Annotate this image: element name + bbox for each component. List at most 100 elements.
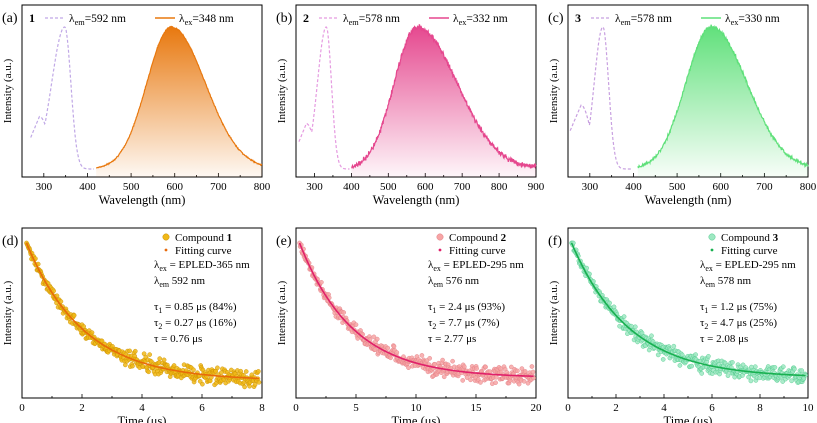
x-tick-label: 300 (36, 181, 53, 193)
annotation-4: τ2 = 7.7 μs (7%) (428, 317, 500, 331)
panel-label: (b) (276, 11, 293, 26)
legend-compound-label: Compound 1 (175, 232, 232, 244)
legend-marker-fit (164, 248, 168, 252)
data-point (660, 357, 666, 362)
annotation-3: τ1 = 2.4 μs (93%) (428, 301, 505, 315)
data-point (146, 369, 151, 375)
x-axis-label: Wavelength (nm) (645, 193, 732, 207)
x-tick-label: 600 (166, 181, 183, 193)
data-point (215, 365, 220, 371)
legend-em-label: λem=578 nm (615, 13, 672, 27)
emission-curve (351, 23, 537, 170)
x-tick-label: 4 (139, 402, 145, 414)
panel-c: 300 400 500 600 700 800 Wavelength (nm) Intensi… (548, 4, 817, 207)
data-point (530, 369, 536, 375)
data-point (522, 369, 528, 374)
x-tick-label: 500 (669, 181, 686, 193)
data-point (607, 300, 612, 306)
x-tick-label: 600 (712, 181, 729, 193)
data-point (242, 384, 247, 390)
data-point (191, 367, 196, 373)
x-tick-label: 600 (417, 181, 434, 193)
data-point (792, 366, 797, 372)
panel-a: 300 400 500 600 700 800 Wavelength (nm) Intensi… (2, 4, 271, 207)
x-tick-label: 0 (19, 402, 25, 414)
data-point (161, 357, 167, 363)
compound-number: 3 (575, 11, 581, 25)
legend-ex-label: λex=332 nm (453, 13, 508, 27)
y-axis-label: Intensity (a.u.) (276, 280, 288, 345)
data-point (515, 368, 520, 374)
x-tick-label: 0 (565, 402, 571, 414)
x-tick-label: 800 (800, 181, 817, 193)
x-axis-label: Wavelength (nm) (99, 193, 186, 207)
x-tick-label: 300 (306, 181, 323, 193)
data-point (740, 362, 746, 368)
data-point (132, 348, 138, 354)
x-axis-label: Wavelength (nm) (373, 193, 460, 207)
data-point (789, 378, 794, 384)
x-tick-label: 400 (343, 181, 360, 193)
data-point (725, 373, 731, 379)
x-tick-label: 8 (757, 402, 763, 414)
x-tick-label: 4 (661, 402, 667, 414)
data-point (256, 369, 261, 374)
data-point (427, 355, 433, 361)
data-point (450, 358, 455, 364)
x-tick-label: 8 (259, 402, 265, 414)
data-point (71, 313, 77, 318)
legend-compound-label: Compound 2 (449, 232, 507, 244)
data-point (474, 366, 479, 371)
fitting-curve (570, 242, 806, 377)
data-point (772, 365, 778, 370)
data-point (493, 380, 498, 386)
legend-ex-label: λex=330 nm (725, 13, 780, 27)
data-point (529, 364, 535, 369)
data-point (256, 379, 262, 385)
data-point (461, 364, 467, 370)
fitting-curve (298, 242, 534, 377)
excitation-curve (30, 26, 94, 170)
legend-em-label: λem=578 nm (343, 13, 400, 27)
x-axis-label: Time (μs) (118, 414, 167, 423)
data-point (748, 378, 754, 384)
legend-marker-compound (162, 233, 170, 241)
annotation-2: λem 576 nm (428, 275, 480, 289)
annotation-1: λex = EPLED-295 nm (700, 259, 796, 273)
x-tick-label: 700 (454, 181, 471, 193)
data-point (218, 370, 224, 376)
x-tick-label: 10 (803, 402, 815, 414)
panel-label: (c) (548, 11, 564, 26)
data-point (799, 368, 805, 373)
panel-label: (d) (2, 234, 19, 249)
annotation-3: τ1 = 0.85 μs (84%) (154, 301, 237, 315)
annotation-2: λem 592 nm (154, 275, 206, 289)
data-point (441, 374, 447, 380)
data-point (468, 377, 473, 383)
annotation-5: τ = 2.08 μs (700, 333, 748, 345)
data-point (374, 336, 380, 342)
data-point (584, 265, 590, 271)
x-axis-label: Time (μs) (664, 414, 713, 423)
data-point (243, 369, 249, 374)
data-point (157, 356, 162, 361)
data-point (432, 361, 438, 367)
panel-f: 0 2 4 6 8 10 Time (μs) Intensity (a.u.) (f) Compo… (548, 227, 815, 423)
excitation-curve (569, 26, 632, 170)
data-point (391, 343, 397, 349)
x-tick-label: 2 (613, 402, 619, 414)
x-tick-label: 5 (353, 402, 359, 414)
data-point (655, 352, 661, 358)
x-tick-label: 800 (254, 181, 271, 193)
panel-label: (a) (2, 11, 18, 26)
data-point (706, 353, 711, 359)
panel-label: (e) (276, 234, 292, 249)
panel-b: 300 400 500 600 700 800 900 Wavelength (nm) Inte… (276, 4, 545, 207)
y-axis-label: Intensity (a.u.) (2, 58, 14, 123)
data-point (478, 380, 483, 385)
x-tick-label: 6 (709, 402, 715, 414)
data-point (629, 323, 634, 329)
x-tick-label: 500 (123, 181, 140, 193)
legend-marker-fit (710, 248, 714, 252)
panel-d: 0 2 4 6 8 Time (μs) Intensity (a.u.) (d) Compoun… (2, 227, 265, 423)
